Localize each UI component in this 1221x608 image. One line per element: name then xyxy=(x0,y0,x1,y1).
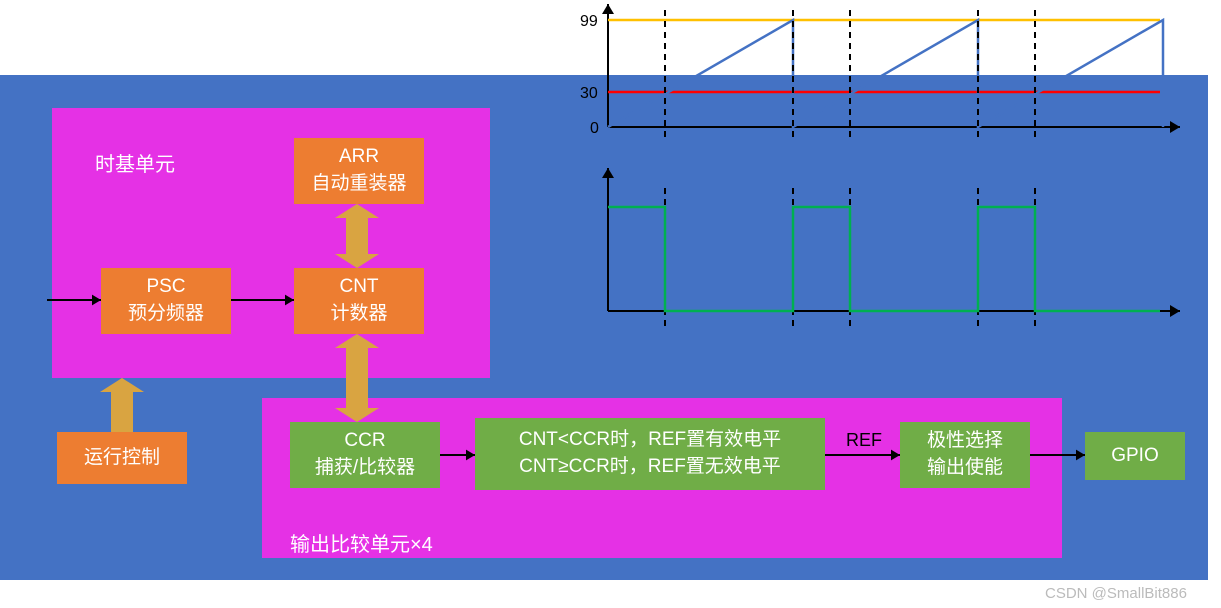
ylabel-0: 0 xyxy=(590,120,599,138)
ylabel-99: 99 xyxy=(580,13,598,31)
ylabel-30: 30 xyxy=(580,85,598,103)
diagram-canvas: 时基单元PSC预分频器CNT计数器ARR自动重装器运行控制输出比较单元×4CCR… xyxy=(0,0,1221,608)
watermark: CSDN @SmallBit886 xyxy=(1045,585,1187,602)
svg-layer xyxy=(0,0,1221,608)
